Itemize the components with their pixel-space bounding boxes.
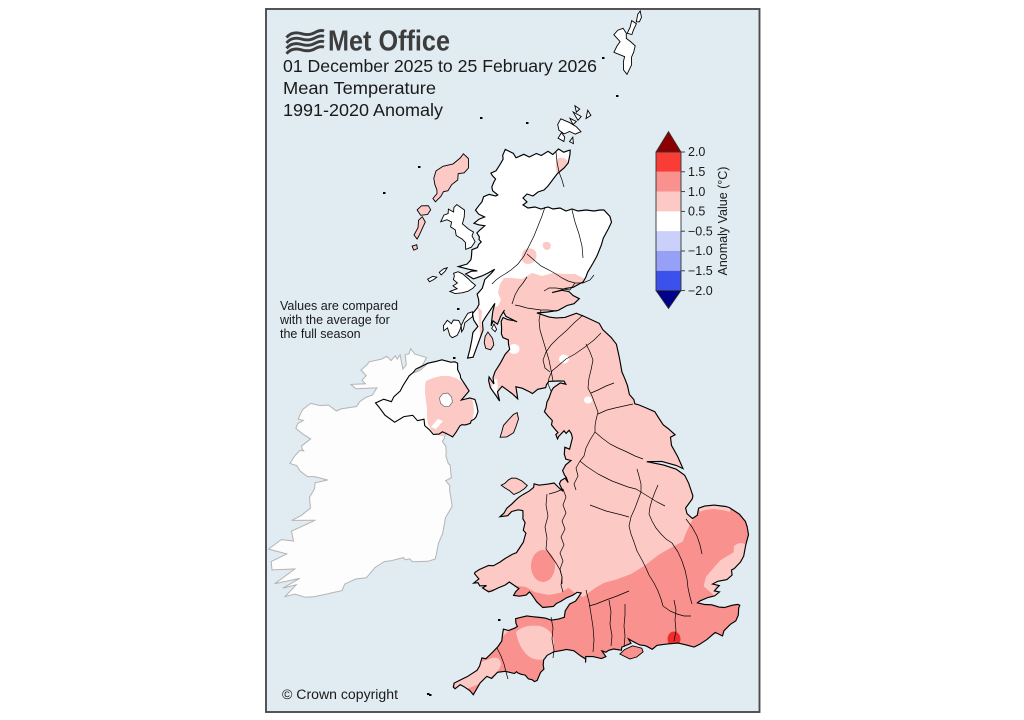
- svg-text:−2.0: −2.0: [688, 284, 713, 298]
- svg-text:01 December 2025 to 25 Februar: 01 December 2025 to 25 February 2026: [283, 56, 597, 76]
- svg-text:0.5: 0.5: [688, 205, 705, 219]
- svg-text:Mean Temperature: Mean Temperature: [283, 78, 436, 98]
- svg-text:the full season: the full season: [280, 327, 361, 341]
- svg-text:1.5: 1.5: [688, 165, 705, 179]
- svg-text:© Crown copyright: © Crown copyright: [282, 687, 398, 702]
- svg-text:2.0: 2.0: [688, 145, 705, 159]
- svg-text:Values are compared: Values are compared: [280, 299, 398, 313]
- svg-text:1991-2020 Anomaly: 1991-2020 Anomaly: [283, 100, 443, 120]
- svg-text:1.0: 1.0: [688, 185, 705, 199]
- svg-text:with the average for: with the average for: [279, 313, 390, 327]
- svg-text:Anomaly Value (°C): Anomaly Value (°C): [716, 167, 730, 276]
- svg-text:−1.0: −1.0: [688, 244, 713, 258]
- svg-text:Met Office: Met Office: [328, 26, 450, 58]
- svg-text:−1.5: −1.5: [688, 264, 713, 278]
- svg-text:−0.5: −0.5: [688, 224, 713, 238]
